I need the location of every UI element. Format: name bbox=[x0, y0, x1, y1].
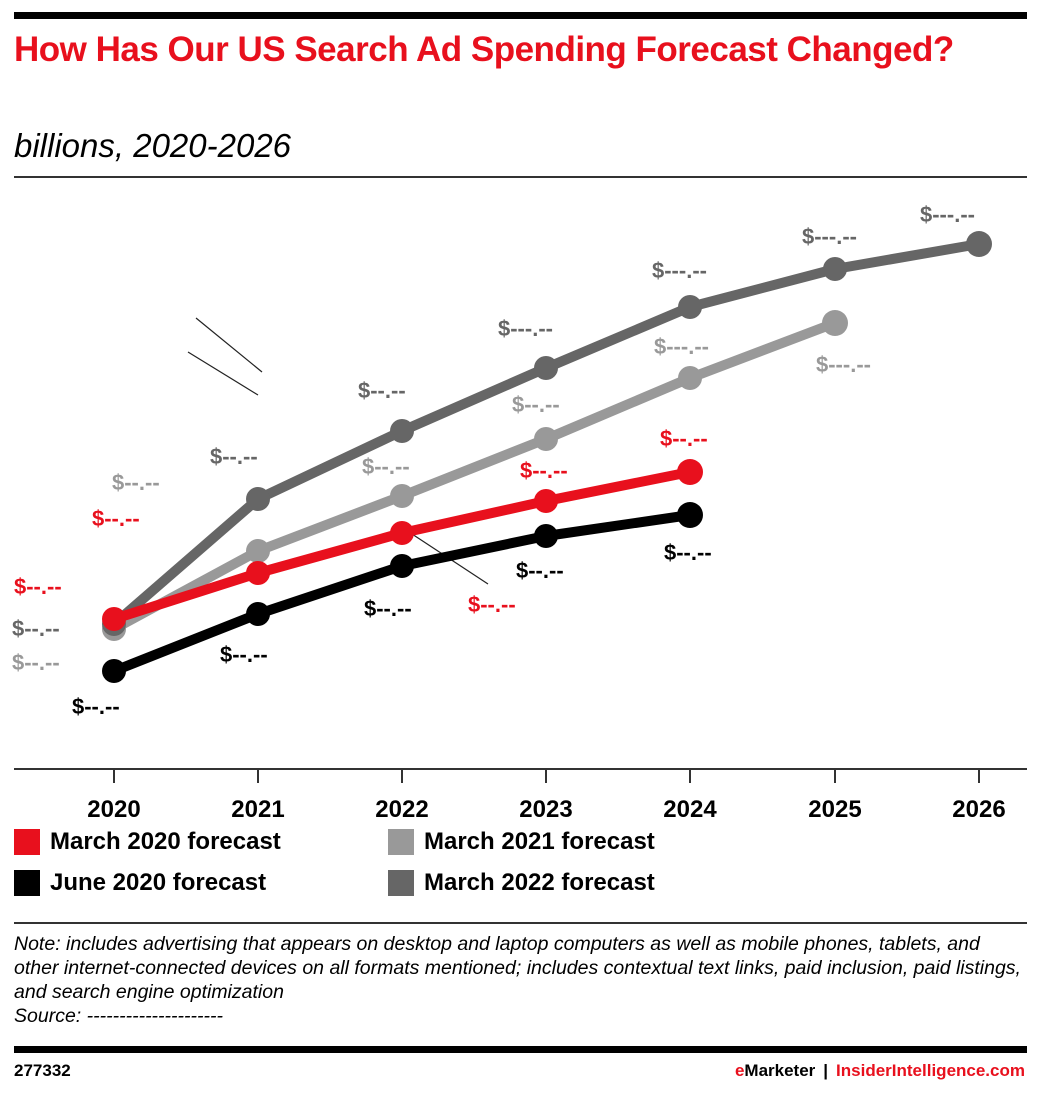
data-label: $--.-- bbox=[92, 506, 140, 531]
data-label: $--.-- bbox=[516, 558, 564, 583]
bottom-rule bbox=[14, 1046, 1027, 1053]
data-point bbox=[246, 561, 270, 585]
note-text: Note: includes advertising that appears … bbox=[14, 933, 1021, 1003]
data-label: $---.-- bbox=[920, 202, 975, 227]
data-point bbox=[534, 524, 558, 548]
top-rule bbox=[14, 12, 1027, 19]
x-tick-label: 2025 bbox=[808, 796, 861, 820]
data-label: $--.-- bbox=[468, 592, 516, 617]
data-point bbox=[678, 366, 702, 390]
legend-swatch-lightgray bbox=[388, 829, 414, 855]
data-point bbox=[390, 554, 414, 578]
legend-label: March 2020 forecast bbox=[50, 828, 281, 855]
legend-label: June 2020 forecast bbox=[50, 869, 267, 896]
data-point bbox=[102, 607, 126, 631]
data-point bbox=[390, 419, 414, 443]
data-point bbox=[677, 459, 703, 485]
legend-item-march-2021: March 2021 forecast bbox=[388, 828, 655, 856]
data-point bbox=[246, 487, 270, 511]
source-text: Source: --------------------- bbox=[14, 1005, 223, 1027]
x-tick-label: 2020 bbox=[87, 796, 140, 820]
data-label: $--.-- bbox=[12, 650, 60, 675]
legend-label: March 2022 forecast bbox=[424, 869, 655, 896]
brand-e: e bbox=[734, 1061, 745, 1080]
legend-swatch-darkgray bbox=[388, 870, 414, 896]
data-label: $---.-- bbox=[498, 316, 553, 341]
legend-item-june-2020: June 2020 forecast bbox=[14, 869, 266, 897]
data-point bbox=[677, 502, 703, 528]
data-point bbox=[966, 231, 992, 257]
brand-separator: | bbox=[823, 1061, 829, 1080]
data-point bbox=[390, 484, 414, 508]
legend-item-march-2022: March 2022 forecast bbox=[388, 869, 655, 897]
chart-subtitle: billions, 2020-2026 bbox=[14, 127, 292, 164]
data-label: $--.-- bbox=[358, 378, 406, 403]
data-label: $--.-- bbox=[512, 392, 560, 417]
data-label: $--.-- bbox=[220, 642, 268, 667]
data-label: $---.-- bbox=[652, 258, 707, 283]
data-point bbox=[246, 539, 270, 563]
x-tick-label: 2024 bbox=[663, 796, 717, 820]
data-label: $--.-- bbox=[362, 454, 410, 479]
footer-divider bbox=[14, 922, 1027, 924]
data-label: $--.-- bbox=[210, 444, 258, 469]
data-label: $---.-- bbox=[654, 334, 709, 359]
data-point bbox=[822, 310, 848, 336]
x-tick-label: 2023 bbox=[519, 796, 572, 820]
x-tick-label: 2022 bbox=[375, 796, 428, 820]
header-divider bbox=[14, 176, 1027, 178]
brand: eMarketer | InsiderIntelligence.com bbox=[735, 1061, 1025, 1081]
data-point bbox=[534, 489, 558, 513]
brand-insiderintelligence: InsiderIntelligence.com bbox=[836, 1061, 1025, 1080]
series-june-2020-forecast bbox=[102, 502, 703, 683]
data-label: $--.-- bbox=[660, 426, 708, 451]
data-label: $--.-- bbox=[12, 616, 60, 641]
chart-title: How Has Our US Search Ad Spending Foreca… bbox=[14, 30, 954, 69]
legend-swatch-black bbox=[14, 870, 40, 896]
x-tick-label: 2021 bbox=[231, 796, 284, 820]
data-label: $--.-- bbox=[364, 596, 412, 621]
data-point bbox=[102, 659, 126, 683]
data-label: $--.-- bbox=[520, 458, 568, 483]
data-point bbox=[823, 257, 847, 281]
data-label: $--.-- bbox=[664, 540, 712, 565]
data-label: $---.-- bbox=[816, 352, 871, 377]
data-point bbox=[246, 602, 270, 626]
series-line bbox=[109, 318, 840, 634]
legend-item-march-2020: March 2020 forecast bbox=[14, 828, 281, 856]
series-march-2020-forecast bbox=[102, 459, 703, 631]
brand-emarketer: Marketer bbox=[744, 1061, 816, 1080]
data-label: $--.-- bbox=[112, 470, 160, 495]
chart-id: 277332 bbox=[14, 1061, 71, 1080]
legend-swatch-red bbox=[14, 829, 40, 855]
line-chart: 2020 2021 2022 2023 2024 2025 2026$--.--$--.--… bbox=[12, 202, 1027, 820]
footnote: Note: includes advertising that appears … bbox=[14, 932, 1024, 1028]
data-label: $--.-- bbox=[14, 574, 62, 599]
label-leader-line bbox=[195, 317, 263, 373]
data-label: $--.-- bbox=[72, 694, 120, 719]
data-point bbox=[678, 295, 702, 319]
label-leader-line bbox=[187, 351, 259, 396]
data-point bbox=[534, 356, 558, 380]
data-point bbox=[534, 427, 558, 451]
legend-label: March 2021 forecast bbox=[424, 828, 655, 855]
data-label: $---.-- bbox=[802, 224, 857, 249]
data-point bbox=[390, 521, 414, 545]
x-tick-label: 2026 bbox=[952, 796, 1005, 820]
